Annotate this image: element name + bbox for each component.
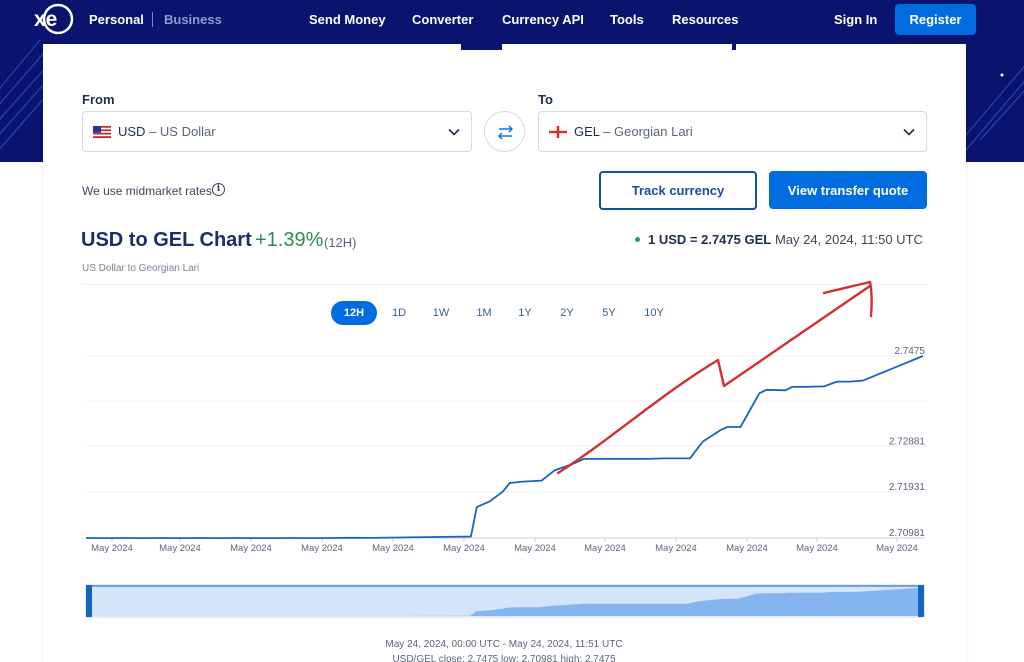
chevron-down-icon (448, 128, 460, 136)
swap-arrows-icon (498, 125, 513, 140)
chart-period-label: (12H) (324, 235, 357, 250)
rate-timestamp: May 24, 2024, 11:50 UTC (775, 232, 923, 247)
x-tick-label: May 2024 (230, 543, 272, 554)
from-currency-name: – US Dollar (149, 124, 216, 139)
to-currency-select[interactable]: GEL – Georgian Lari (538, 111, 927, 152)
from-currency-select[interactable]: USD – US Dollar (82, 111, 472, 152)
x-tick-label: May 2024 (159, 543, 201, 554)
chart-title: USD to GEL Chart (81, 229, 252, 251)
georgia-flag-icon (549, 126, 567, 138)
current-rate: 1 USD = 2.7475 GEL (648, 232, 772, 247)
period-12h[interactable]: 12H (331, 301, 377, 325)
from-currency-text: USD – US Dollar (118, 124, 216, 139)
x-tick-label: May 2024 (584, 543, 626, 554)
annotation-arrowhead (822, 280, 873, 318)
y-tick-label: 2.7475 (894, 346, 925, 357)
to-currency-text: GEL – Georgian Lari (574, 124, 693, 139)
period-1y[interactable]: 1Y (518, 307, 532, 319)
nav-send-money[interactable]: Send Money (309, 12, 386, 27)
from-label: From (82, 92, 115, 107)
chevron-down-icon (903, 128, 915, 136)
tab-indicator (461, 44, 502, 50)
y-tick-label: 2.72881 (889, 436, 926, 447)
period-1w[interactable]: 1W (432, 307, 450, 319)
x-tick-label: May 2024 (514, 543, 556, 554)
nav-resources[interactable]: Resources (672, 12, 739, 27)
period-1d[interactable]: 1D (391, 307, 407, 319)
tab-indicator-right (732, 44, 736, 50)
nav-personal[interactable]: Personal (89, 12, 144, 27)
nav-currency-api[interactable]: Currency API (502, 12, 584, 27)
from-currency-code: USD (118, 124, 146, 139)
swap-currencies-button[interactable] (484, 111, 525, 152)
annotation-arrow (556, 284, 872, 475)
x-tick-label: May 2024 (91, 543, 133, 554)
xe-logo[interactable]: xe (30, 3, 74, 35)
chart-divider (82, 284, 927, 285)
x-tick-label: May 2024 (301, 543, 343, 554)
nav-business[interactable]: Business (164, 12, 222, 27)
chart-change-percent: +1.39% (255, 229, 324, 251)
x-tick-label: May 2024 (443, 543, 485, 554)
svg-text:xe: xe (34, 8, 57, 31)
us-flag-icon (93, 126, 111, 138)
chart-date-range: May 24, 2024, 00:00 UTC - May 24, 2024, … (385, 639, 623, 650)
y-tick-label: 2.71931 (889, 482, 926, 493)
x-tick-label: May 2024 (655, 543, 697, 554)
x-tick-label: May 2024 (796, 543, 838, 554)
navigator-right-handle (918, 585, 924, 617)
nav-converter[interactable]: Converter (412, 12, 474, 27)
midmarket-note: We use midmarket rates (82, 184, 212, 198)
sign-in-link[interactable]: Sign In (834, 12, 878, 27)
navigator-area (89, 588, 918, 616)
register-button[interactable]: Register (895, 4, 976, 35)
navigator-left-handle (86, 585, 92, 617)
live-indicator (635, 237, 640, 242)
chart-subtitle: US Dollar to Georgian Lari (82, 263, 200, 274)
view-transfer-quote-button[interactable]: View transfer quote (769, 171, 927, 209)
to-currency-name: – Georgian Lari (603, 124, 693, 139)
chart-stats: USD/GEL close: 2.7475 low: 2.70981 high:… (392, 654, 616, 662)
period-5y[interactable]: 5Y (602, 307, 616, 319)
y-tick-label: 2.70981 (889, 528, 926, 539)
to-label: To (538, 92, 553, 107)
top-nav: xe Personal Business Send Money Converte… (0, 0, 1024, 40)
period-2y[interactable]: 2Y (560, 307, 574, 319)
nav-tools[interactable]: Tools (610, 12, 644, 27)
x-tick-label: May 2024 (876, 543, 918, 554)
x-tick-label: May 2024 (372, 543, 414, 554)
info-icon[interactable]: i (212, 183, 225, 196)
nav-separator (152, 12, 153, 27)
period-1m[interactable]: 1M (476, 307, 492, 319)
rate-line (85, 355, 924, 539)
x-tick-label: May 2024 (726, 543, 768, 554)
track-currency-button[interactable]: Track currency (599, 171, 757, 210)
to-currency-code: GEL (574, 124, 600, 139)
period-10y[interactable]: 10Y (644, 307, 664, 319)
